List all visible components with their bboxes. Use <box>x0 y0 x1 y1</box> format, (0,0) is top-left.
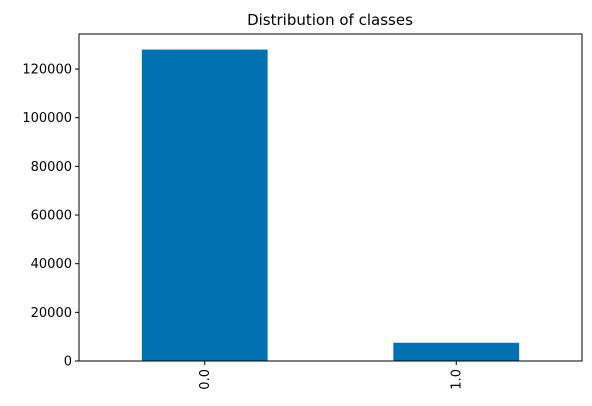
chart-title: Distribution of classes <box>247 11 413 29</box>
y-tick-label: 120000 <box>22 63 72 78</box>
y-tick-label: 0 <box>64 355 72 370</box>
y-tick-label: 100000 <box>22 111 72 126</box>
y-tick-label: 80000 <box>31 160 72 175</box>
y-tick-label: 40000 <box>31 257 72 272</box>
y-tick-label: 60000 <box>31 209 72 224</box>
x-tick-label-1-0: 1.0 <box>449 369 464 390</box>
bars-group <box>141 49 520 361</box>
y-axis: 0 20000 40000 60000 80000 100000 120000 <box>22 63 79 370</box>
x-axis: 0.0 1.0 <box>198 361 464 390</box>
plot-frame <box>78 33 583 362</box>
bar-0-0 <box>141 49 268 361</box>
x-tick-label-0-0: 0.0 <box>198 369 213 390</box>
bar-1-0 <box>393 342 520 361</box>
y-tick-label: 20000 <box>31 306 72 321</box>
